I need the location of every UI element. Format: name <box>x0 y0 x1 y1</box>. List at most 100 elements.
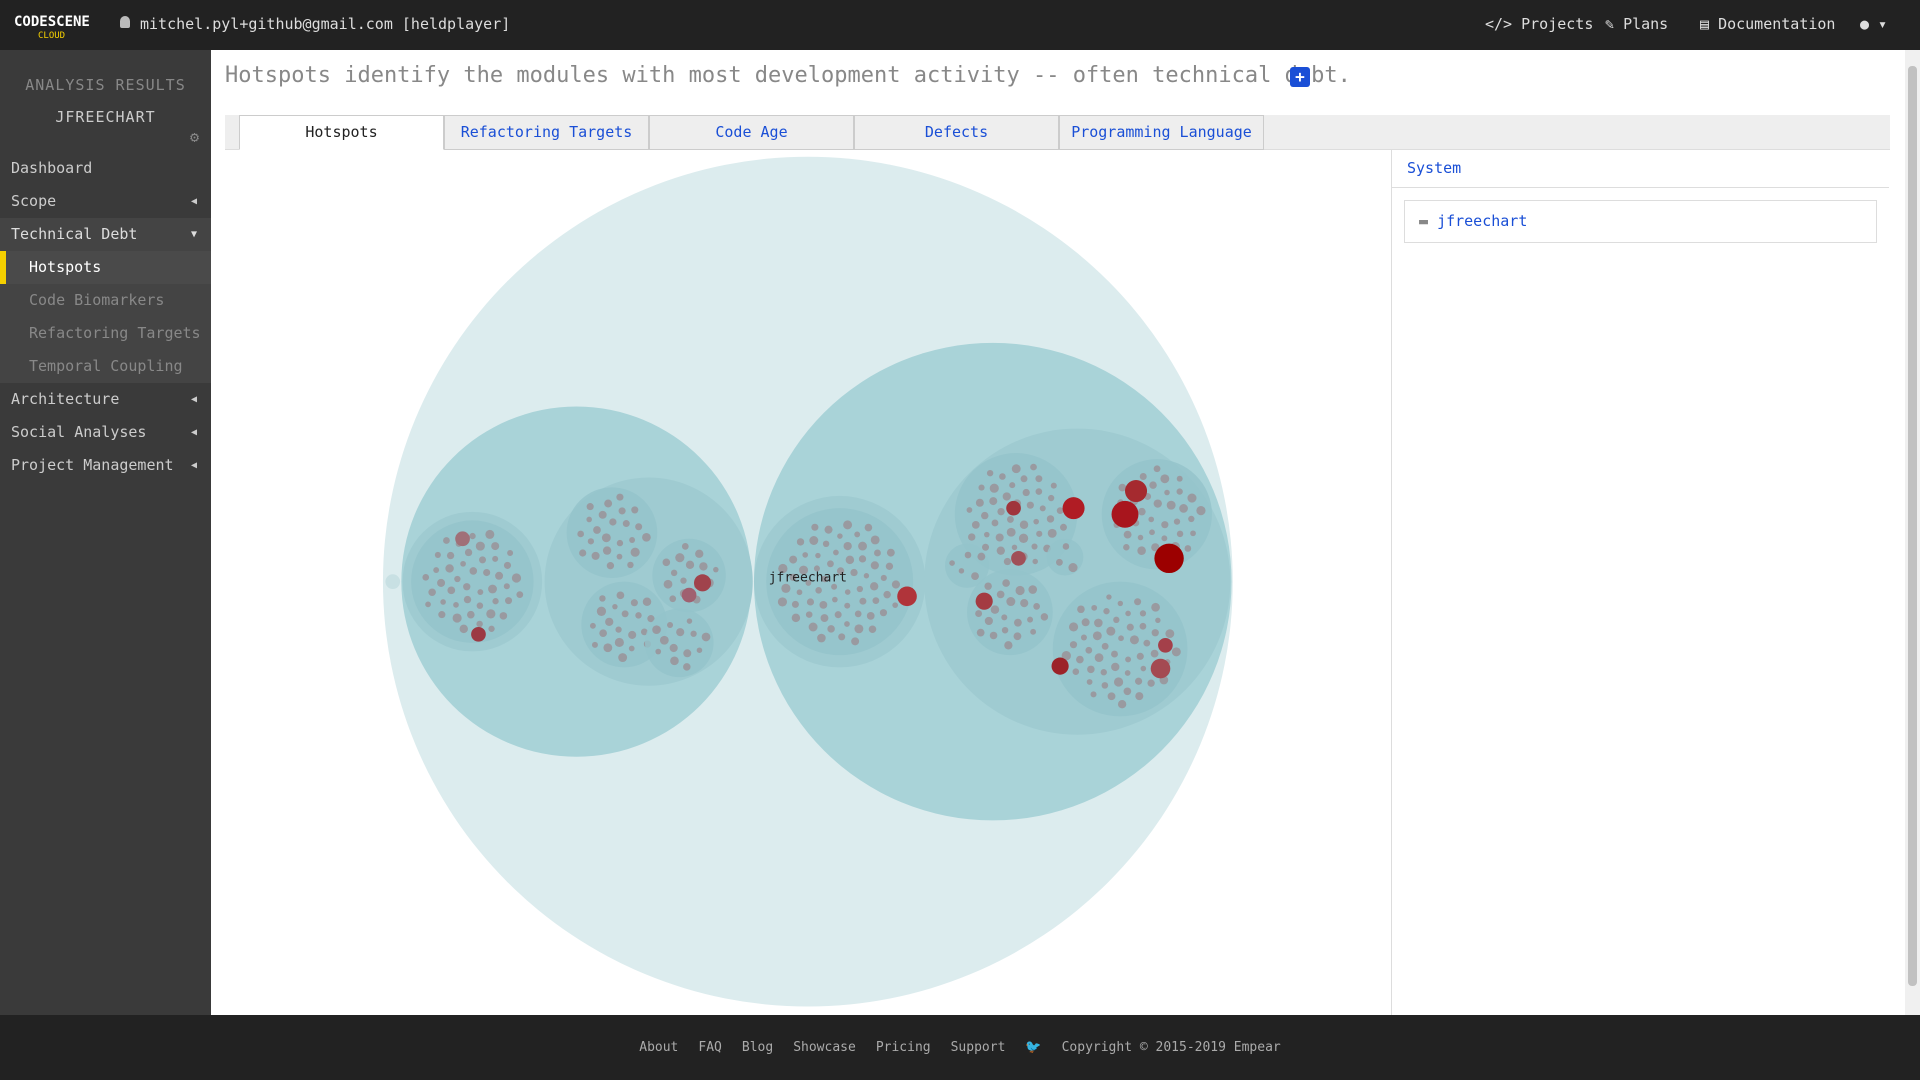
tab[interactable]: Code Age <box>649 115 854 150</box>
file-circle[interactable] <box>996 590 1005 599</box>
file-circle[interactable] <box>1187 493 1197 503</box>
file-circle[interactable] <box>1002 579 1010 587</box>
file-circle[interactable] <box>675 553 685 563</box>
file-circle[interactable] <box>1050 482 1057 489</box>
file-circle[interactable] <box>1155 617 1161 624</box>
file-circle[interactable] <box>1027 616 1034 623</box>
file-circle[interactable] <box>1026 501 1034 509</box>
file-circle[interactable] <box>1143 639 1151 647</box>
file-circle[interactable] <box>822 540 830 548</box>
file-circle[interactable] <box>443 537 450 544</box>
file-circle[interactable] <box>453 602 459 608</box>
file-circle[interactable] <box>1011 544 1018 551</box>
file-circle[interactable] <box>1126 623 1134 631</box>
file-circle[interactable] <box>475 541 485 551</box>
file-circle[interactable] <box>789 573 797 581</box>
file-circle[interactable] <box>1015 585 1025 596</box>
file-circle[interactable] <box>604 499 613 508</box>
submenu-item[interactable]: Code Biomarkers <box>0 284 211 317</box>
file-circle[interactable] <box>1117 700 1127 709</box>
file-circle[interactable] <box>596 606 607 616</box>
file-circle[interactable] <box>1125 656 1132 663</box>
file-circle[interactable] <box>872 597 880 605</box>
file-circle[interactable] <box>1004 641 1013 650</box>
file-circle[interactable] <box>1072 668 1080 676</box>
file-circle[interactable] <box>1150 649 1159 658</box>
file-circle[interactable] <box>1134 598 1142 606</box>
file-circle[interactable] <box>609 518 617 526</box>
file-circle[interactable] <box>1151 543 1160 552</box>
file-circle[interactable] <box>791 613 801 623</box>
file-circle[interactable] <box>701 632 711 642</box>
file-circle[interactable] <box>616 591 625 600</box>
file-circle[interactable] <box>827 560 834 568</box>
file-circle[interactable] <box>1006 515 1014 523</box>
file-circle[interactable] <box>1068 622 1079 632</box>
file-circle[interactable] <box>476 620 483 628</box>
file-circle[interactable] <box>1113 677 1124 687</box>
file-circle[interactable] <box>802 552 809 558</box>
file-circle[interactable] <box>1039 505 1046 512</box>
file-circle[interactable] <box>635 523 643 531</box>
menu-item[interactable]: Dashboard <box>0 152 211 185</box>
nav-text[interactable]: Plans <box>1623 15 1669 33</box>
file-circle[interactable] <box>858 541 867 551</box>
menu-item[interactable]: Social Analyses ◀ <box>0 416 211 449</box>
file-circle[interactable] <box>886 548 895 557</box>
file-circle[interactable] <box>602 546 612 555</box>
file-circle[interactable] <box>686 618 693 624</box>
file-circle[interactable] <box>630 599 638 607</box>
file-circle[interactable] <box>690 630 697 637</box>
file-circle[interactable] <box>492 555 499 562</box>
file-circle[interactable] <box>991 519 999 527</box>
caret[interactable]: ▼ <box>190 229 197 240</box>
file-circle[interactable] <box>1188 515 1195 523</box>
file-circle[interactable] <box>844 621 850 627</box>
file-circle[interactable] <box>958 568 965 574</box>
file-circle[interactable] <box>978 484 985 491</box>
file-circle[interactable] <box>488 625 495 632</box>
file-circle[interactable] <box>1118 635 1124 642</box>
file-circle[interactable] <box>1035 475 1043 483</box>
file-circle[interactable] <box>629 537 636 543</box>
file-circle[interactable] <box>1036 530 1043 537</box>
file-circle[interactable] <box>880 574 887 582</box>
file-circle[interactable] <box>612 603 618 610</box>
file-circle[interactable] <box>1013 632 1022 641</box>
file-circle[interactable] <box>1103 608 1110 615</box>
file-circle[interactable] <box>809 536 819 545</box>
file-circle[interactable] <box>605 617 614 626</box>
file-circle[interactable] <box>1106 626 1116 636</box>
file-circle[interactable] <box>1011 464 1021 474</box>
menu-label[interactable]: Technical Debt <box>11 225 138 243</box>
file-circle[interactable] <box>1020 475 1028 483</box>
file-circle[interactable] <box>621 610 629 618</box>
hotspot-circle[interactable] <box>975 592 993 610</box>
file-circle[interactable] <box>483 568 491 577</box>
file-circle[interactable] <box>1006 597 1016 607</box>
file-circle[interactable] <box>1086 679 1093 685</box>
file-circle[interactable] <box>1059 523 1067 531</box>
file-circle[interactable] <box>589 622 596 629</box>
nav-text[interactable]: Projects <box>1521 15 1594 33</box>
file-circle[interactable] <box>837 533 843 539</box>
file-circle[interactable] <box>796 589 803 596</box>
file-circle[interactable] <box>699 562 708 571</box>
file-circle[interactable] <box>434 551 441 558</box>
file-circle[interactable] <box>856 585 864 593</box>
file-circle[interactable] <box>486 609 496 619</box>
menu-item[interactable]: Technical Debt ▼ <box>0 218 211 251</box>
file-circle[interactable] <box>479 556 487 564</box>
hotspot-circle[interactable] <box>1062 497 1085 520</box>
file-circle[interactable] <box>1085 646 1093 654</box>
file-circle[interactable] <box>975 498 984 507</box>
file-circle[interactable] <box>984 616 993 626</box>
file-circle[interactable] <box>631 506 639 514</box>
file-circle[interactable] <box>1137 546 1146 555</box>
menu-label[interactable]: Scope <box>11 192 57 210</box>
file-circle[interactable] <box>811 523 819 531</box>
file-circle[interactable] <box>863 573 870 579</box>
file-circle[interactable] <box>1028 585 1038 594</box>
file-circle[interactable] <box>838 633 846 641</box>
file-circle[interactable] <box>1164 489 1170 496</box>
